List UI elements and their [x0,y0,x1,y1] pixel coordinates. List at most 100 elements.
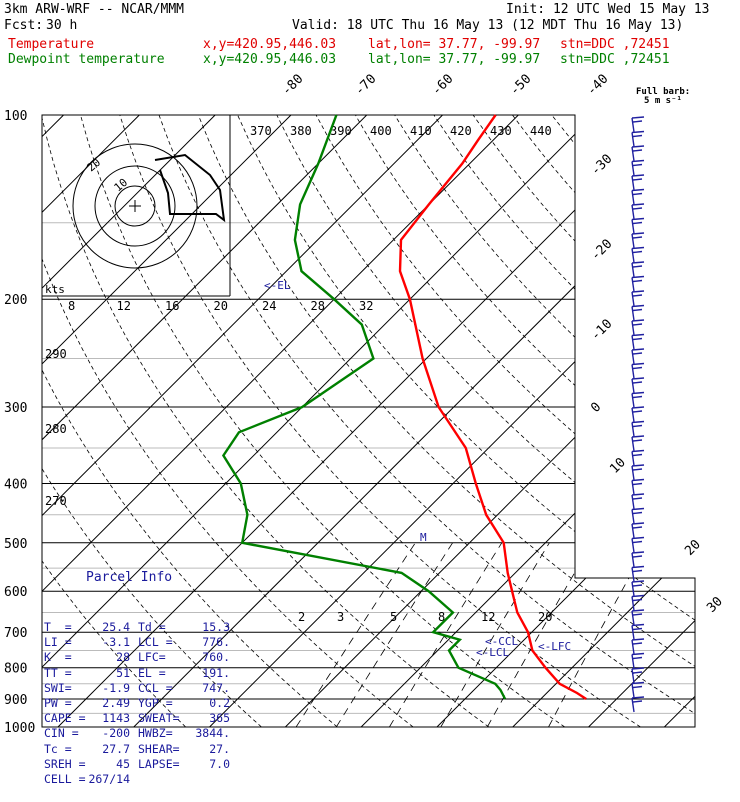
wind-barb [631,449,645,466]
temperature-xy: x,y=420.95,446.03 [203,37,337,52]
hodograph-ring [114,185,156,227]
parcel-cell [130,772,190,787]
wind-barb [631,478,645,495]
wind-barb [631,638,645,655]
theta-e-label: 290 [45,347,67,361]
parcel-cell: CIN = [44,726,79,741]
parcel-cell: CCL = [138,680,173,695]
parcel-cell: Tc = [44,741,72,756]
level-annotation: <-EL [264,279,291,292]
parcel-cell: 27. [209,741,230,756]
parcel-cell: T = [44,620,72,635]
parcel-cell: 776. [202,635,230,650]
isotherm-label: -40 [584,72,611,99]
mixing-ratio-line [440,542,550,727]
wind-barb [631,536,645,553]
parcel-row: LI = -3.1 LCL = 776. [44,635,234,650]
isotherm-label: 20 [682,537,704,559]
parcel-cell: 15.3 [202,620,230,635]
parcel-cell: SREH = [44,756,86,771]
pressure-tick-label: 300 [4,401,27,416]
parcel-cell: LAPSE= [138,756,180,771]
parcel-cell: YGP = [138,696,173,711]
wind-barb [631,652,645,669]
wind-barb [631,623,645,640]
wind-barb [631,159,645,176]
mixing-ratio-line [548,542,649,727]
parcel-row: PW = 2.49 YGP = 0.2 [44,696,234,711]
parcel-cell: 27.7 [102,741,130,756]
mixing-ratio-line [335,542,453,727]
dewpoint-latlon: lat,lon= 37.77, -99.97 [368,52,541,67]
pressure-tick-label: 800 [4,662,27,677]
wind-barb [631,377,645,394]
wind-barb [631,362,645,379]
level-annotation: M [420,531,427,544]
level-annotation: <-LCL [476,646,509,659]
dry-adiabat-line [42,115,186,727]
parcel-cell: CELL = [44,772,86,787]
theta-e-label: 270 [45,494,67,508]
hodograph-axis-label: 24 [262,299,276,313]
mixing-ratio-label: 5 [390,610,397,624]
forecast-label: Fcst: [4,18,44,33]
isotherm-label: -80 [279,72,306,99]
wind-barb [631,246,645,263]
pressure-tick-label: 1000 [4,721,35,736]
isotherm-line [663,115,695,727]
dewpoint-trace [221,114,507,700]
init-time: Init: 12 UTC Wed 15 May 13 [506,2,710,17]
dry-adiabat-line [355,115,695,727]
dry-adiabat-line [42,115,338,727]
wind-barb [631,304,645,321]
isotherm-line [42,115,519,727]
parcel-info-title: Parcel Info [86,570,173,586]
wind-barb [631,464,645,481]
parcel-row: CIN = -200 HWBZ= 3844. [44,726,234,741]
isotherm-line [57,115,671,727]
wind-barb [631,333,645,350]
hodograph-axis-label: 28 [311,299,325,313]
parcel-cell: Td = [138,620,166,635]
dry-adiabat-line [119,115,641,727]
parcel-cell: PW = [44,696,72,711]
wind-barb [631,174,645,191]
parcel-row: K = 28 LFC= 760. [44,650,234,665]
pressure-tick-label: 600 [4,585,27,600]
barb-legend: Full barb: [636,87,690,97]
isotherm-label: -30 [588,152,615,179]
isotherm-label: -50 [507,72,534,99]
wind-barb [631,507,645,524]
hodograph-axis-label: 20 [214,299,228,313]
parcel-cell: SHEAR= [138,741,180,756]
wind-barb [631,435,645,452]
wind-barb [631,290,645,307]
hodograph-axis-label: 16 [165,299,179,313]
dry-adiabat-line [629,115,695,727]
parcel-row: SWI= -1.9 CCL = 747. [44,681,234,696]
parcel-cell: 28 [116,650,130,665]
mixing-ratio-label: 12 [481,610,495,624]
isotherm-label: -20 [588,237,615,264]
pressure-tick-label: 200 [4,293,27,308]
parcel-row: Tc = 27.7 SHEAR= 27. [44,742,234,757]
wind-barb [631,275,645,292]
theta-e-label: 280 [45,422,67,436]
isotherm-line [42,115,443,727]
isotherm-line [42,115,216,727]
isotherm-line [436,115,695,727]
dewpoint-legend: Dewpoint temperature [8,52,165,67]
wind-barb [631,522,645,539]
wind-barb [631,348,645,365]
isotherm-line [360,115,695,727]
wind-barb [631,696,645,713]
hodograph-axis-label: 32 [359,299,373,313]
parcel-cell: LFC= [138,650,166,665]
parcel-cell: 0.2 [209,696,230,711]
level-annotation: <-CCL [485,635,518,648]
wind-barb [631,609,645,626]
isotherm-line [588,115,695,727]
parcel-cell: CAPE = [44,711,86,726]
hodograph-ring [72,143,198,269]
parcel-cell: 45 [116,756,130,771]
